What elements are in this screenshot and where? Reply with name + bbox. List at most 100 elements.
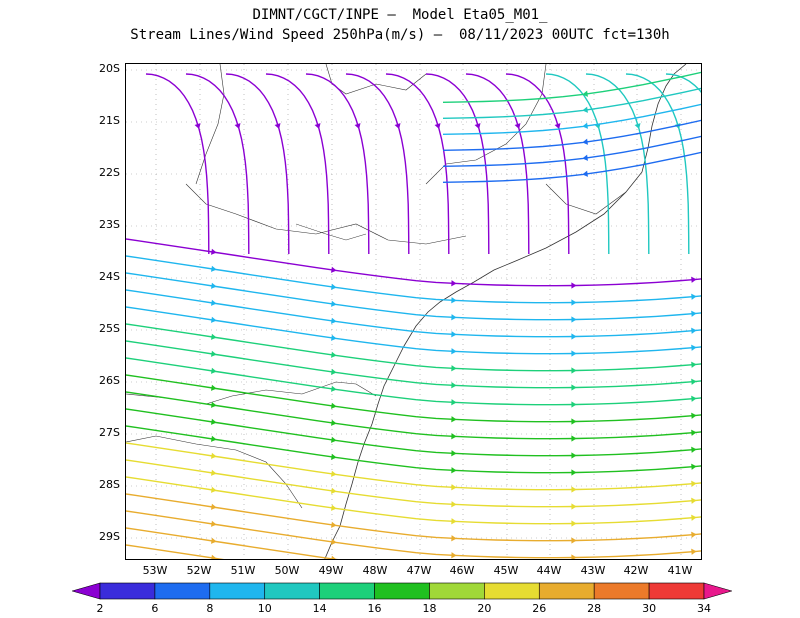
lon-label: 44W bbox=[536, 564, 562, 577]
colorbar-segment bbox=[154, 582, 211, 600]
streamline-arrow bbox=[571, 384, 577, 391]
streamline-arrow bbox=[210, 418, 217, 425]
lat-label: 21S bbox=[99, 114, 120, 127]
streamline bbox=[126, 527, 339, 559]
lon-label: 52W bbox=[186, 564, 212, 577]
streamline bbox=[385, 73, 450, 255]
streamline-arrow bbox=[571, 350, 577, 357]
colorbar-segment bbox=[648, 582, 705, 600]
lat-label: 26S bbox=[99, 374, 120, 387]
streamline-arrow bbox=[210, 350, 217, 357]
streamline-arrow bbox=[210, 435, 217, 442]
colorbar-label: 26 bbox=[532, 602, 547, 615]
lon-label: 50W bbox=[274, 564, 300, 577]
streamline-arrow bbox=[210, 486, 217, 493]
streamline-arrow bbox=[451, 297, 457, 304]
streamline-arrow bbox=[451, 552, 457, 559]
streamline bbox=[442, 71, 701, 103]
streamline-arrow bbox=[691, 361, 697, 368]
streamline bbox=[126, 374, 701, 423]
streamline-arrow bbox=[331, 504, 337, 511]
streamline-arrow bbox=[434, 123, 441, 130]
streamline-canvas bbox=[126, 64, 701, 559]
streamline-arrow bbox=[451, 331, 457, 338]
streamline bbox=[442, 151, 701, 183]
streamline bbox=[126, 255, 701, 304]
streamline bbox=[442, 119, 701, 151]
streamline-arrow bbox=[691, 276, 697, 283]
colorbar-segment bbox=[484, 582, 540, 600]
state-border-5 bbox=[325, 64, 427, 95]
state-border-4 bbox=[195, 64, 225, 185]
streamline-arrow bbox=[354, 123, 361, 130]
streamline bbox=[126, 442, 701, 491]
streamlines bbox=[126, 71, 701, 559]
streamline-arrow bbox=[691, 548, 697, 555]
colorbar-segment bbox=[209, 582, 266, 600]
streamline-arrow bbox=[571, 503, 577, 510]
streamline-arrow bbox=[571, 452, 577, 459]
colorbar-segment bbox=[264, 582, 320, 600]
streamline-arrow bbox=[234, 123, 241, 130]
streamline-arrow bbox=[571, 554, 577, 559]
colorbar-label: 2 bbox=[96, 602, 104, 615]
map-subtitle: Stream Lines/Wind Speed 250hPa(m/s) – 08… bbox=[130, 27, 670, 43]
streamline-arrow bbox=[691, 514, 697, 521]
streamline bbox=[505, 73, 570, 255]
streamline-arrow bbox=[331, 521, 337, 528]
lon-label: 53W bbox=[142, 564, 168, 577]
streamline-arrow bbox=[331, 470, 337, 477]
streamline-arrow bbox=[331, 334, 337, 341]
streamline-arrow bbox=[582, 90, 588, 97]
streamline-arrow bbox=[451, 501, 457, 508]
streamline-arrow bbox=[691, 378, 697, 385]
colorbar-label: 28 bbox=[587, 602, 602, 615]
streamline-arrow bbox=[571, 435, 577, 442]
colorbar-label: 14 bbox=[312, 602, 327, 615]
streamline-arrow bbox=[331, 368, 337, 375]
streamline-arrow bbox=[210, 316, 217, 323]
streamline bbox=[585, 73, 650, 255]
streamline-arrow bbox=[451, 450, 457, 457]
colorbar-arrow-right bbox=[703, 582, 732, 600]
streamline bbox=[126, 493, 701, 542]
lat-label: 20S bbox=[99, 62, 120, 75]
streamline-arrow bbox=[331, 300, 337, 307]
streamline bbox=[305, 73, 370, 255]
streamline-arrow bbox=[691, 344, 697, 351]
lat-label: 25S bbox=[99, 322, 120, 335]
streamline-arrow bbox=[451, 314, 457, 321]
streamline bbox=[126, 408, 701, 457]
streamline-arrow bbox=[451, 433, 457, 440]
streamline-arrow bbox=[331, 266, 337, 273]
streamline-arrow bbox=[451, 518, 457, 525]
streamline-arrow bbox=[691, 446, 697, 453]
streamline bbox=[345, 73, 410, 255]
streamline-arrow bbox=[211, 554, 217, 559]
colorbar-segment bbox=[538, 582, 595, 600]
streamline bbox=[126, 238, 701, 287]
streamline-arrow bbox=[210, 452, 217, 459]
streamline-map bbox=[125, 63, 702, 560]
colorbar-segment bbox=[99, 582, 156, 600]
streamline bbox=[442, 103, 701, 135]
streamline bbox=[265, 73, 330, 255]
colorbar-label: 8 bbox=[206, 602, 214, 615]
streamline bbox=[545, 73, 610, 255]
streamline-arrow bbox=[194, 123, 201, 130]
lat-label: 27S bbox=[99, 426, 120, 439]
streamline bbox=[145, 73, 210, 255]
streamline-arrow bbox=[571, 367, 577, 374]
colorbar-label: 16 bbox=[367, 602, 382, 615]
lon-label: 48W bbox=[362, 564, 388, 577]
streamline-arrow bbox=[274, 123, 281, 130]
streamline-arrow bbox=[691, 293, 697, 300]
lon-label: 46W bbox=[449, 564, 475, 577]
streamline-arrow bbox=[331, 283, 337, 290]
streamline-arrow bbox=[451, 382, 457, 389]
streamline-arrow bbox=[210, 537, 217, 544]
streamline bbox=[442, 135, 701, 167]
streamline-arrow bbox=[571, 299, 577, 306]
streamline-arrow bbox=[582, 138, 588, 145]
streamline-arrow bbox=[331, 436, 337, 443]
